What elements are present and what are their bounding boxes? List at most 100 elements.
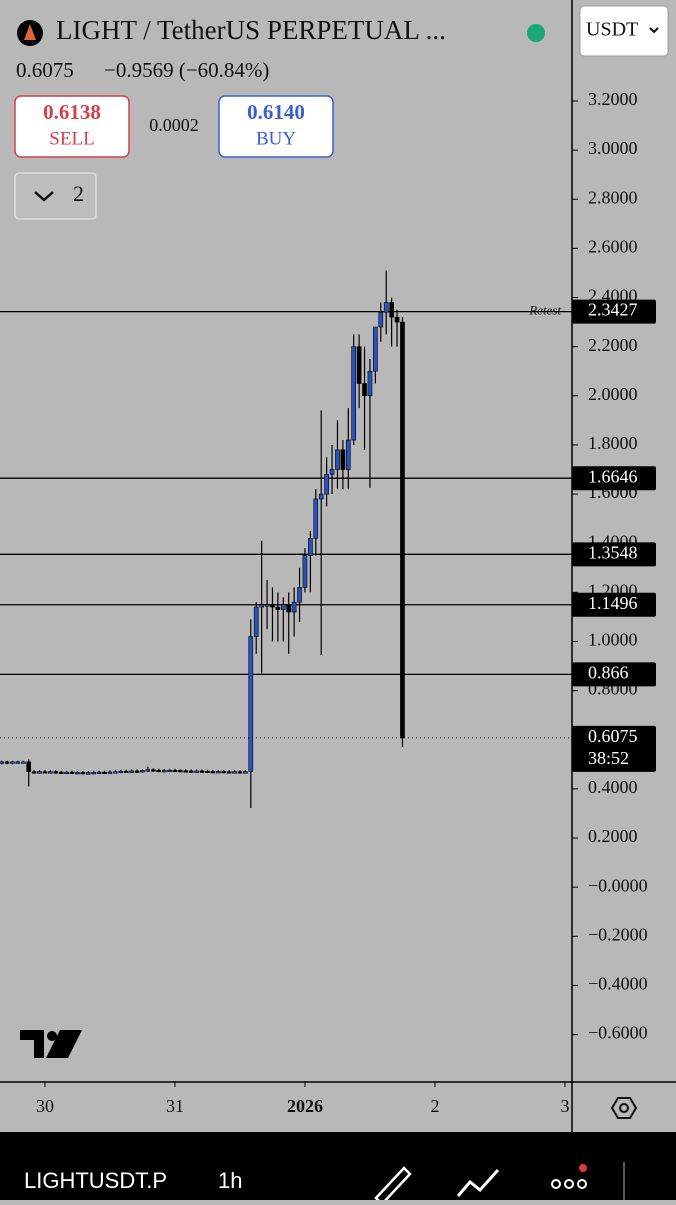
candle-body <box>199 770 205 773</box>
market-status <box>527 24 545 42</box>
y-tick-label: 0.2000 <box>588 826 638 846</box>
candle-body <box>107 771 113 774</box>
candle-body <box>291 601 297 613</box>
level-tag <box>572 542 656 567</box>
candle-body <box>188 770 194 773</box>
y-tick-label: 1.8000 <box>588 433 638 453</box>
candle-body <box>351 346 357 441</box>
buy-price[interactable]: 0.6140 <box>247 100 305 124</box>
x-tick-label: 30 <box>36 1096 54 1116</box>
candle-body <box>362 383 367 397</box>
candle-body <box>259 604 264 608</box>
indicator-icon[interactable] <box>456 1168 500 1197</box>
candle-body <box>64 771 69 774</box>
candle-body <box>183 770 189 773</box>
candle-body <box>373 326 378 372</box>
candle-body <box>129 770 134 773</box>
more-icon[interactable] <box>551 1179 561 1189</box>
candle-body <box>302 555 308 588</box>
candle-body <box>85 772 91 775</box>
candle-body <box>383 302 389 313</box>
candle-body <box>58 771 64 774</box>
more-icon <box>564 1179 574 1189</box>
candle-body <box>91 772 97 775</box>
candle-body <box>172 769 178 773</box>
candle-body <box>123 770 129 774</box>
candle-body <box>48 771 53 774</box>
buy-button[interactable] <box>218 95 334 158</box>
candle-body <box>324 474 329 495</box>
candle-body <box>37 771 42 774</box>
y-tick-label: 0.4000 <box>588 777 638 797</box>
candle-body <box>221 771 227 774</box>
candle-body <box>313 498 319 539</box>
last-price: 0.6075 <box>16 58 74 82</box>
candle-body <box>134 770 140 773</box>
candle-body <box>367 370 373 397</box>
candle-body <box>226 771 232 774</box>
candle-body <box>345 439 351 470</box>
more-icon <box>577 1179 587 1189</box>
buy-label[interactable]: BUY <box>256 128 296 149</box>
y-tick-label: 3.2000 <box>588 89 638 109</box>
last-price-tag <box>572 725 656 772</box>
candle-body <box>215 771 221 774</box>
candle-body <box>0 761 4 764</box>
candle-body <box>280 604 286 610</box>
sell-button[interactable] <box>14 95 130 158</box>
y-tick-label: 1.0000 <box>588 630 638 650</box>
notification-dot <box>579 1164 587 1172</box>
indicators-toggle[interactable] <box>14 172 97 220</box>
last-price-tag-label: 0.6075 <box>588 726 638 746</box>
candle-body <box>102 771 107 774</box>
candle-body <box>356 346 362 384</box>
sell-label[interactable]: SELL <box>49 128 94 149</box>
candle-body <box>394 316 400 323</box>
candle-body <box>150 769 156 772</box>
candle-body <box>270 604 275 608</box>
currency-button[interactable] <box>579 5 669 57</box>
y-tick-label: −0.6000 <box>588 1023 648 1043</box>
spread: 0.0002 <box>149 115 199 135</box>
tv-logo <box>20 1030 82 1058</box>
level-tag-label: 1.3548 <box>588 542 638 562</box>
y-tick-label: −0.0000 <box>588 875 648 895</box>
symbol-title[interactable]: LIGHT / TetherUS PERPETUAL ... <box>56 15 446 45</box>
candle-body <box>194 770 199 773</box>
interval-button[interactable]: 1h <box>218 1168 242 1193</box>
settings-icon <box>619 1103 629 1113</box>
x-tick-label: 3 <box>560 1096 569 1116</box>
level-tag-label: 1.1496 <box>588 593 638 613</box>
x-tick-label: 31 <box>166 1096 184 1116</box>
candle-body <box>113 771 118 774</box>
candle-body <box>118 770 124 774</box>
candle-body <box>308 537 313 556</box>
currency-label[interactable]: USDT <box>586 19 638 41</box>
candle-body <box>400 321 405 739</box>
candle-body <box>297 587 302 603</box>
settings-icon[interactable] <box>610 1097 638 1119</box>
x-tick-label: 2026 <box>287 1096 323 1116</box>
candle-body <box>178 770 183 773</box>
symbol-logo <box>24 24 36 40</box>
candle-body <box>145 769 151 772</box>
candle-body <box>31 771 37 774</box>
candle-body <box>42 771 48 774</box>
candle-body <box>329 469 335 475</box>
candle-body <box>253 606 259 637</box>
level-tag-label: 1.6646 <box>588 466 638 486</box>
y-tick-label: 2.0000 <box>588 384 638 404</box>
sell-price[interactable]: 0.6138 <box>43 100 101 124</box>
symbol-button[interactable]: LIGHTUSDT.P <box>24 1168 167 1193</box>
y-tick-label: 2.8000 <box>588 187 638 207</box>
candle-body <box>69 771 75 774</box>
level-tag-label: 0.866 <box>588 663 629 683</box>
level-annotation: Retest <box>528 303 561 318</box>
candle-body <box>243 771 248 774</box>
candle-body <box>232 771 237 774</box>
price-change: −0.9569 (−60.84%) <box>104 58 269 82</box>
candle-body <box>210 771 216 774</box>
indicator-count[interactable]: 2 <box>73 181 84 206</box>
candle-body <box>10 761 15 764</box>
